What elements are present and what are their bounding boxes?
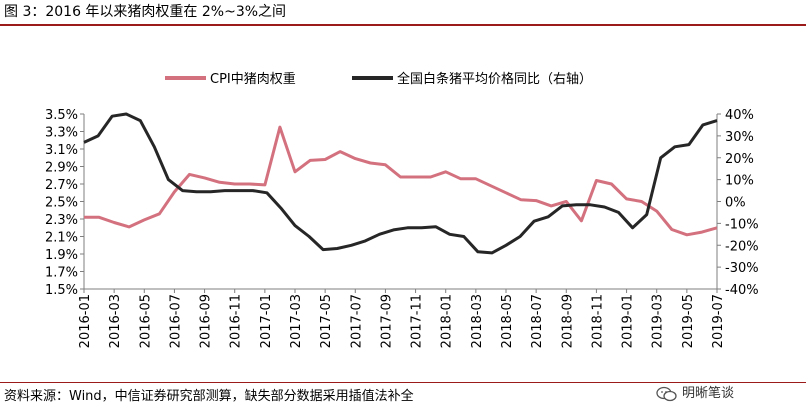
right-tick-label: 30% [725, 130, 754, 145]
x-tick-label: 2016-07 [168, 294, 183, 348]
x-tick-label: 2019-05 [681, 294, 696, 348]
x-axis-ticks: 2016-01 2016-03 2016-05 2016-07 2016-09 2016-… [78, 289, 726, 348]
legend: CPI中猪肉权重 全国白条猪平均价格同比（右轴） [165, 71, 592, 87]
legend-label-cpi: CPI中猪肉权重 [210, 71, 296, 87]
x-tick-label: 2018-11 [590, 294, 605, 348]
x-tick-label: 2017-11 [410, 294, 425, 348]
plot-frame [83, 114, 718, 290]
x-tick-label: 2019-07 [711, 294, 726, 348]
left-tick-label: 1.9% [45, 248, 78, 263]
right-tick-label: 20% [725, 152, 754, 167]
x-tick-label: 2016-05 [138, 294, 153, 348]
x-tick-label: 2017-01 [259, 294, 274, 348]
x-tick-label: 2019-01 [621, 294, 636, 348]
x-tick-label: 2018-09 [560, 294, 575, 348]
right-axis-ticks: -40% -30% -20% -10% 0% 10% 20% 30% 40% [717, 108, 759, 298]
figure-title: 图 3：2016 年以来猪肉权重在 2%~3%之间 [4, 4, 287, 20]
title-rule [0, 24, 806, 26]
x-tick-label: 2016-09 [199, 294, 214, 348]
left-tick-label: 1.7% [45, 266, 78, 281]
x-tick-label: 2017-03 [289, 294, 304, 348]
left-tick-label: 3.5% [45, 108, 78, 123]
right-tick-label: 10% [725, 174, 754, 189]
x-tick-label: 2018-07 [530, 294, 545, 348]
right-tick-label: 0% [725, 196, 746, 211]
left-tick-label: 1.5% [45, 283, 78, 298]
right-tick-label: 40% [725, 108, 754, 123]
left-tick-label: 2.7% [45, 178, 78, 193]
right-tick-label: -20% [725, 239, 759, 254]
source-rule [0, 382, 806, 383]
x-tick-label: 2016-01 [78, 294, 93, 348]
x-tick-label: 2019-03 [651, 294, 666, 348]
watermark: 明晰笔谈 [656, 382, 734, 406]
x-tick-label: 2018-05 [500, 294, 515, 348]
x-tick-label: 2018-01 [440, 294, 455, 348]
x-tick-label: 2017-07 [349, 294, 364, 348]
left-axis-ticks: 1.5% 1.7% 1.9% 2.1% 2.3% 2.5% 2.7% 2.9% 3.1% 3.3%… [45, 108, 84, 298]
left-tick-label: 2.5% [45, 196, 78, 211]
wechat-logo-icon [656, 386, 677, 402]
left-tick-label: 3.1% [45, 143, 78, 158]
left-tick-label: 2.9% [45, 161, 78, 176]
x-tick-label: 2016-11 [229, 294, 244, 348]
left-tick-label: 3.3% [45, 126, 78, 141]
series-layer [83, 112, 718, 255]
legend-label-pig: 全国白条猪平均价格同比（右轴） [397, 71, 592, 87]
x-tick-label: 2016-03 [108, 294, 123, 348]
x-tick-label: 2018-03 [470, 294, 485, 348]
right-tick-label: -40% [725, 283, 759, 298]
right-tick-label: -10% [725, 217, 759, 232]
right-tick-label: -30% [725, 261, 759, 276]
x-tick-label: 2017-09 [379, 294, 394, 348]
chart: 1.5% 1.7% 1.9% 2.1% 2.3% 2.5% 2.7% 2.9% 3.1% 3.3%… [45, 71, 759, 348]
left-tick-label: 2.3% [45, 213, 78, 228]
watermark-text: 明晰笔谈 [682, 386, 735, 401]
x-tick-label: 2017-05 [319, 294, 334, 348]
series-line-cpi [84, 125, 718, 237]
left-tick-label: 2.1% [45, 231, 78, 246]
source-note: 资料来源：Wind，中信证券研究部测算，缺失部分数据采用插值法补全 [4, 389, 414, 404]
series-line-pig [83, 112, 718, 255]
